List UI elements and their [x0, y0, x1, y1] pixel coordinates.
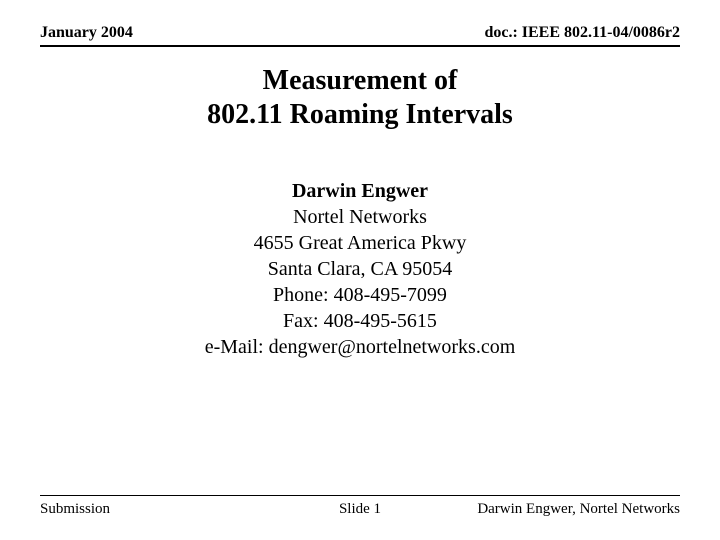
- footer-slide-number: Slide 1: [339, 501, 381, 518]
- header-docnum: doc.: IEEE 802.11-04/0086r2: [484, 24, 680, 42]
- slide-header: January 2004 doc.: IEEE 802.11-04/0086r2: [40, 24, 680, 44]
- footer-left: Submission: [40, 501, 110, 518]
- author-fax: Fax: 408-495-5615: [0, 308, 720, 334]
- footer-rule: [40, 495, 680, 496]
- slide-footer: Submission Slide 1 Darwin Engwer, Nortel…: [40, 501, 680, 518]
- author-name: Darwin Engwer: [0, 178, 720, 204]
- author-block: Darwin Engwer Nortel Networks 4655 Great…: [0, 178, 720, 360]
- footer-right: Darwin Engwer, Nortel Networks: [477, 501, 680, 518]
- author-org: Nortel Networks: [0, 204, 720, 230]
- author-phone: Phone: 408-495-7099: [0, 282, 720, 308]
- header-date: January 2004: [40, 24, 133, 42]
- author-address-1: 4655 Great America Pkwy: [0, 230, 720, 256]
- slide-title: Measurement of 802.11 Roaming Intervals: [0, 64, 720, 131]
- author-email: e-Mail: dengwer@nortelnetworks.com: [0, 334, 720, 360]
- header-rule: [40, 45, 680, 47]
- title-line-1: Measurement of: [0, 64, 720, 98]
- author-address-2: Santa Clara, CA 95054: [0, 256, 720, 282]
- title-line-2: 802.11 Roaming Intervals: [0, 98, 720, 132]
